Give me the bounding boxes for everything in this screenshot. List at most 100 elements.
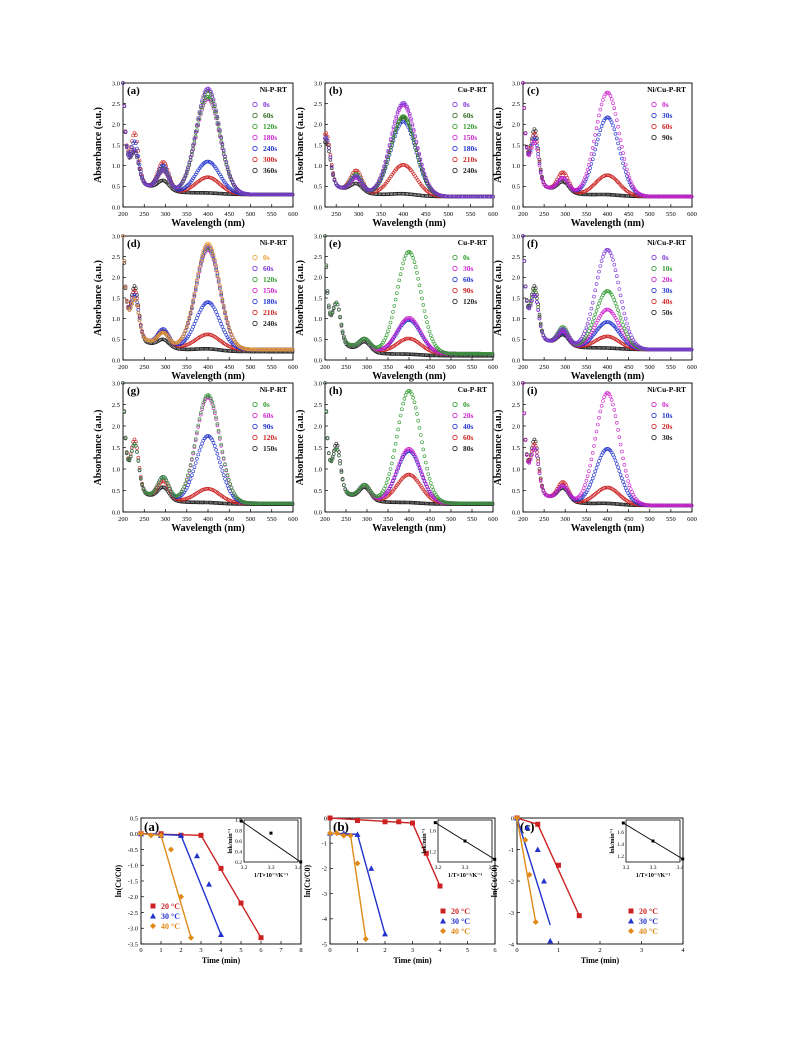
x-tick-label: 250 — [539, 364, 549, 371]
panel-title: Ni/Cu-P-RT — [647, 85, 686, 94]
y-tick-label: 1.5 — [512, 142, 520, 149]
panel-label: (f) — [527, 238, 538, 250]
data-point — [609, 97, 614, 101]
legend-marker — [252, 265, 258, 272]
legend-marker — [252, 156, 258, 163]
data-point — [593, 133, 598, 137]
data-point — [327, 142, 331, 147]
data-point — [393, 297, 398, 302]
x-tick-label: 400 — [203, 211, 213, 218]
x-tick-label: 400 — [203, 364, 213, 371]
data-point — [225, 192, 230, 196]
x-tick-label: 600 — [687, 211, 697, 218]
panel-title: Ni-P-RT — [260, 85, 287, 94]
data-point — [185, 169, 189, 173]
data-point — [598, 298, 603, 303]
y-tick-label: 0.0 — [112, 357, 120, 364]
legend-marker — [252, 167, 258, 174]
data-point — [221, 192, 226, 196]
y-tick-label: 1.5 — [314, 295, 322, 302]
data-point — [262, 192, 267, 197]
data-point — [585, 167, 590, 172]
data-point — [216, 122, 221, 127]
x-tick-label: 200 — [118, 364, 128, 371]
legend-label: 360s — [263, 166, 277, 175]
legend-label: 0s — [263, 253, 270, 262]
data-point — [611, 295, 615, 299]
data-point — [130, 145, 134, 149]
data-point — [613, 301, 618, 305]
y-tick-label: 3.0 — [112, 233, 120, 240]
legend-marker — [252, 145, 258, 152]
legend-label: 240s — [263, 319, 277, 328]
data-point — [389, 315, 394, 320]
x-tick-label: 500 — [246, 364, 256, 371]
data-point — [196, 117, 200, 122]
data-point — [200, 98, 204, 103]
data-point — [199, 105, 203, 110]
x-tick-label: 550 — [467, 364, 477, 371]
legend-label: 120s — [263, 122, 277, 131]
x-tick-label: 400 — [603, 364, 613, 371]
data-point — [225, 165, 230, 169]
data-point — [188, 190, 193, 195]
legend-label: 30s — [662, 111, 673, 120]
data-point — [274, 192, 278, 197]
data-point — [416, 276, 421, 281]
data-point — [126, 149, 130, 153]
data-point — [199, 104, 203, 108]
data-point — [285, 192, 290, 197]
y-axis-label: Absorbance (a.u.) — [493, 260, 504, 336]
data-point — [327, 146, 331, 150]
data-point — [247, 192, 251, 196]
data-point — [612, 106, 617, 110]
data-point — [281, 192, 286, 197]
uv-panel-e: 200 250 300 350 400 450 500 550 6000.00.51.01.52… — [295, 233, 498, 382]
data-point — [201, 191, 206, 195]
data-point — [329, 166, 334, 170]
legend-label: 60s — [463, 111, 474, 120]
data-point — [616, 308, 620, 313]
data-point — [392, 304, 397, 308]
data-point — [623, 162, 628, 167]
data-point — [187, 160, 192, 164]
uv-panel-a: 200 250 300 350 400 450 500 550 6000.00.51.01.52… — [93, 80, 298, 229]
x-axis-label: Wavelength (nm) — [171, 371, 245, 382]
data-point — [204, 191, 208, 195]
data-point — [613, 131, 618, 136]
legend-marker — [452, 298, 458, 305]
x-tick-label: 500 — [645, 364, 655, 371]
y-tick-label: 3.0 — [512, 80, 520, 87]
panel-title: Ni/Cu-P-RT — [647, 238, 686, 247]
data-point — [594, 308, 599, 313]
data-point — [396, 284, 400, 289]
data-point — [611, 101, 615, 105]
y-tick-label: 0.5 — [314, 184, 322, 191]
data-point — [173, 185, 178, 189]
y-tick-label: 0.0 — [512, 204, 520, 211]
y-tick-label: 1.5 — [512, 295, 520, 302]
y-tick-label: 2.0 — [512, 275, 520, 282]
data-point — [190, 149, 194, 153]
data-point — [191, 144, 195, 148]
y-tick-label: 0.0 — [314, 357, 322, 364]
x-tick-label: 200 — [518, 364, 528, 371]
data-point — [195, 123, 199, 127]
data-point — [328, 153, 333, 157]
data-point — [197, 109, 202, 114]
series-0s — [121, 81, 295, 197]
legend-marker — [252, 287, 258, 294]
data-point — [376, 192, 381, 196]
data-point — [595, 119, 600, 124]
data-point — [609, 120, 614, 125]
panel-label: (c) — [527, 85, 540, 97]
panel-label: (b) — [329, 85, 343, 97]
data-point — [256, 192, 260, 197]
data-point — [205, 175, 209, 179]
data-point — [422, 194, 427, 198]
legend-label: 90s — [463, 286, 474, 295]
x-tick-label: 300 — [560, 364, 570, 371]
x-tick-label: 450 — [624, 364, 634, 371]
legend-marker — [651, 123, 657, 130]
